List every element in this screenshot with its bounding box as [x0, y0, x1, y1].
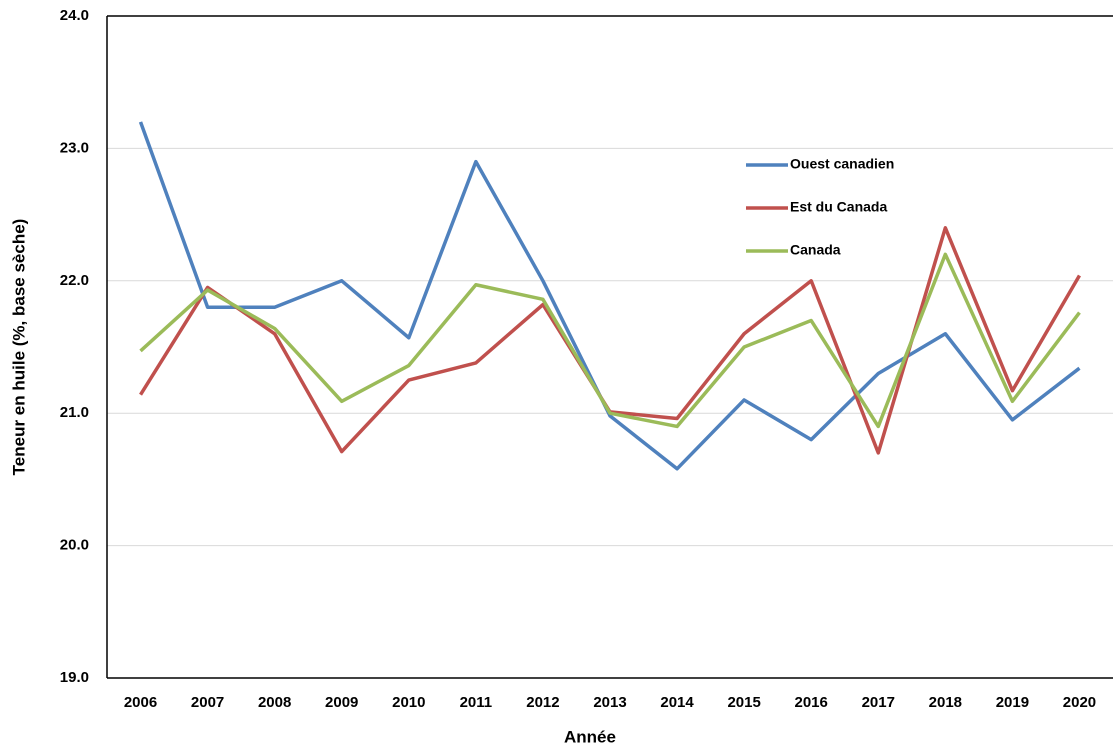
x-tick-label: 2015 [727, 694, 760, 711]
x-tick-label: 2011 [460, 694, 493, 711]
y-tick-label: 19.0 [60, 669, 89, 686]
x-tick-label: 2009 [325, 694, 358, 711]
x-tick-label: 2007 [191, 694, 224, 711]
y-tick-label: 22.0 [60, 272, 89, 289]
x-tick-label: 2006 [124, 694, 157, 711]
legend-label: Est du Canada [790, 199, 887, 215]
x-tick-label: 2020 [1063, 694, 1096, 711]
x-tick-label: 2014 [660, 694, 694, 711]
x-tick-label: 2012 [526, 694, 559, 711]
x-axis-title: Année [564, 727, 616, 746]
legend-label: Canada [790, 242, 841, 258]
series-line [139, 252, 1081, 429]
series-line [138, 121, 1081, 471]
series-line [139, 226, 1081, 455]
x-tick-label: 2016 [795, 694, 828, 711]
x-tick-label: 2008 [258, 694, 291, 711]
legend-label: Ouest canadien [790, 156, 894, 172]
y-tick-label: 24.0 [60, 7, 89, 24]
y-tick-label: 20.0 [60, 537, 89, 554]
y-axis-title: Teneur en huile (%, base sèche) [9, 219, 28, 476]
x-tick-label: 2018 [929, 694, 962, 711]
x-tick-label: 2010 [392, 694, 425, 711]
y-tick-label: 21.0 [60, 404, 89, 421]
x-tick-label: 2019 [996, 694, 1029, 711]
x-tick-label: 2013 [593, 694, 626, 711]
y-tick-label: 23.0 [60, 139, 89, 156]
x-tick-label: 2017 [862, 694, 895, 711]
